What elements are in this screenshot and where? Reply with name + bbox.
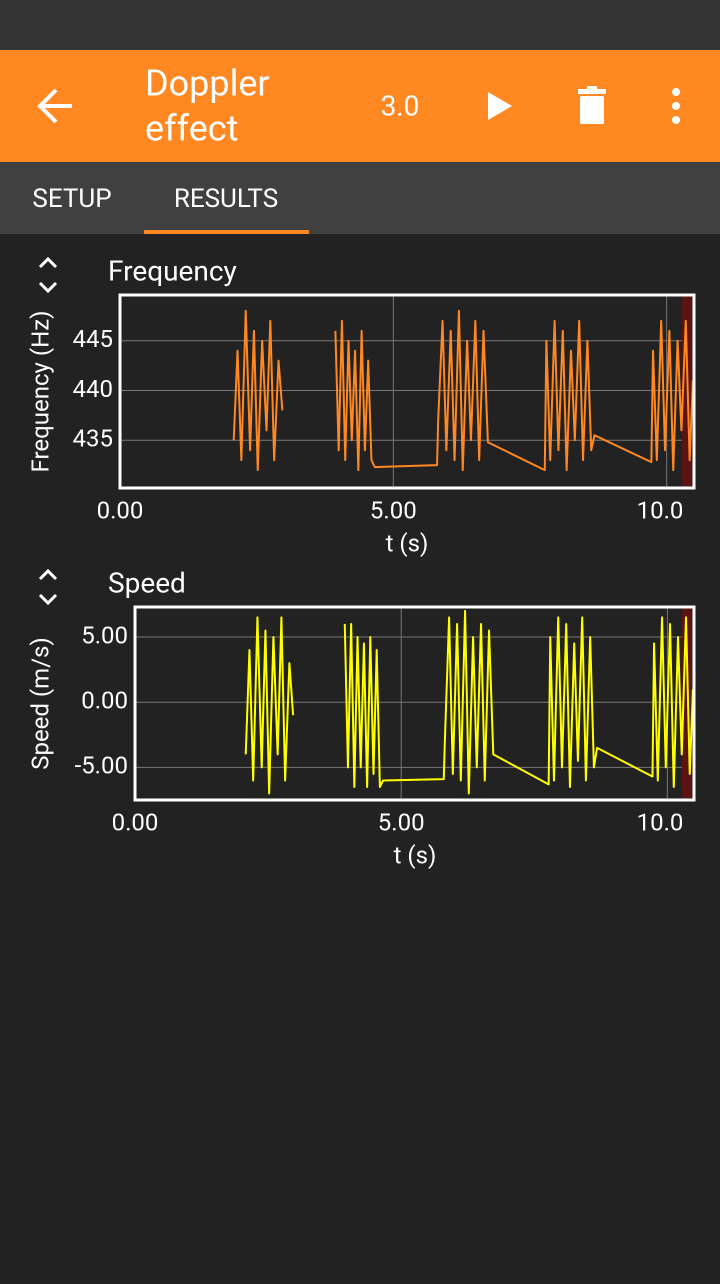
data-line (244, 609, 694, 795)
back-button[interactable] (37, 88, 72, 124)
y-tick-label: 435 (73, 425, 113, 453)
chart-title: Speed (108, 566, 186, 599)
x-axis-label: t (s) (394, 841, 437, 869)
app-bar (0, 50, 720, 162)
tab-setup[interactable]: SETUP (32, 184, 111, 214)
y-tick-label: 440 (73, 375, 113, 403)
y-tick-label: 5.00 (81, 621, 128, 649)
x-tick-label: 5.00 (370, 496, 417, 524)
collapse-toggle[interactable] (38, 256, 58, 294)
more-button[interactable] (672, 88, 680, 124)
tab-indicator (144, 230, 309, 234)
x-tick-label: 5.00 (378, 808, 425, 836)
x-tick-label: 10.0 (637, 808, 684, 836)
tab-results[interactable]: RESULTS (174, 184, 278, 214)
app-title: Doppler (145, 63, 270, 105)
x-axis-label: t (s) (386, 529, 429, 557)
data-line (232, 309, 694, 472)
timer-value[interactable]: 3.0 (381, 89, 420, 122)
plot-area (244, 609, 694, 795)
y-axis-label: Frequency (Hz) (26, 311, 54, 473)
delete-button[interactable] (578, 86, 606, 124)
x-tick-label: 0.00 (97, 496, 144, 524)
play-button[interactable] (488, 92, 512, 120)
status-bar (0, 0, 720, 50)
y-tick-label: 0.00 (81, 687, 128, 715)
plot-frame (133, 605, 696, 802)
chart-title: Frequency (108, 254, 237, 287)
x-tick-label: 0.00 (112, 808, 159, 836)
y-tick-label: 445 (73, 325, 113, 353)
y-axis-label: Speed (m/s) (26, 637, 54, 770)
plot-area (232, 309, 694, 472)
tab-bar (0, 162, 720, 234)
plot-frame (118, 293, 696, 490)
y-tick-label: -5.00 (75, 752, 128, 780)
app-title: effect (145, 108, 238, 150)
collapse-toggle[interactable] (38, 568, 58, 606)
x-tick-label: 10.0 (637, 496, 684, 524)
